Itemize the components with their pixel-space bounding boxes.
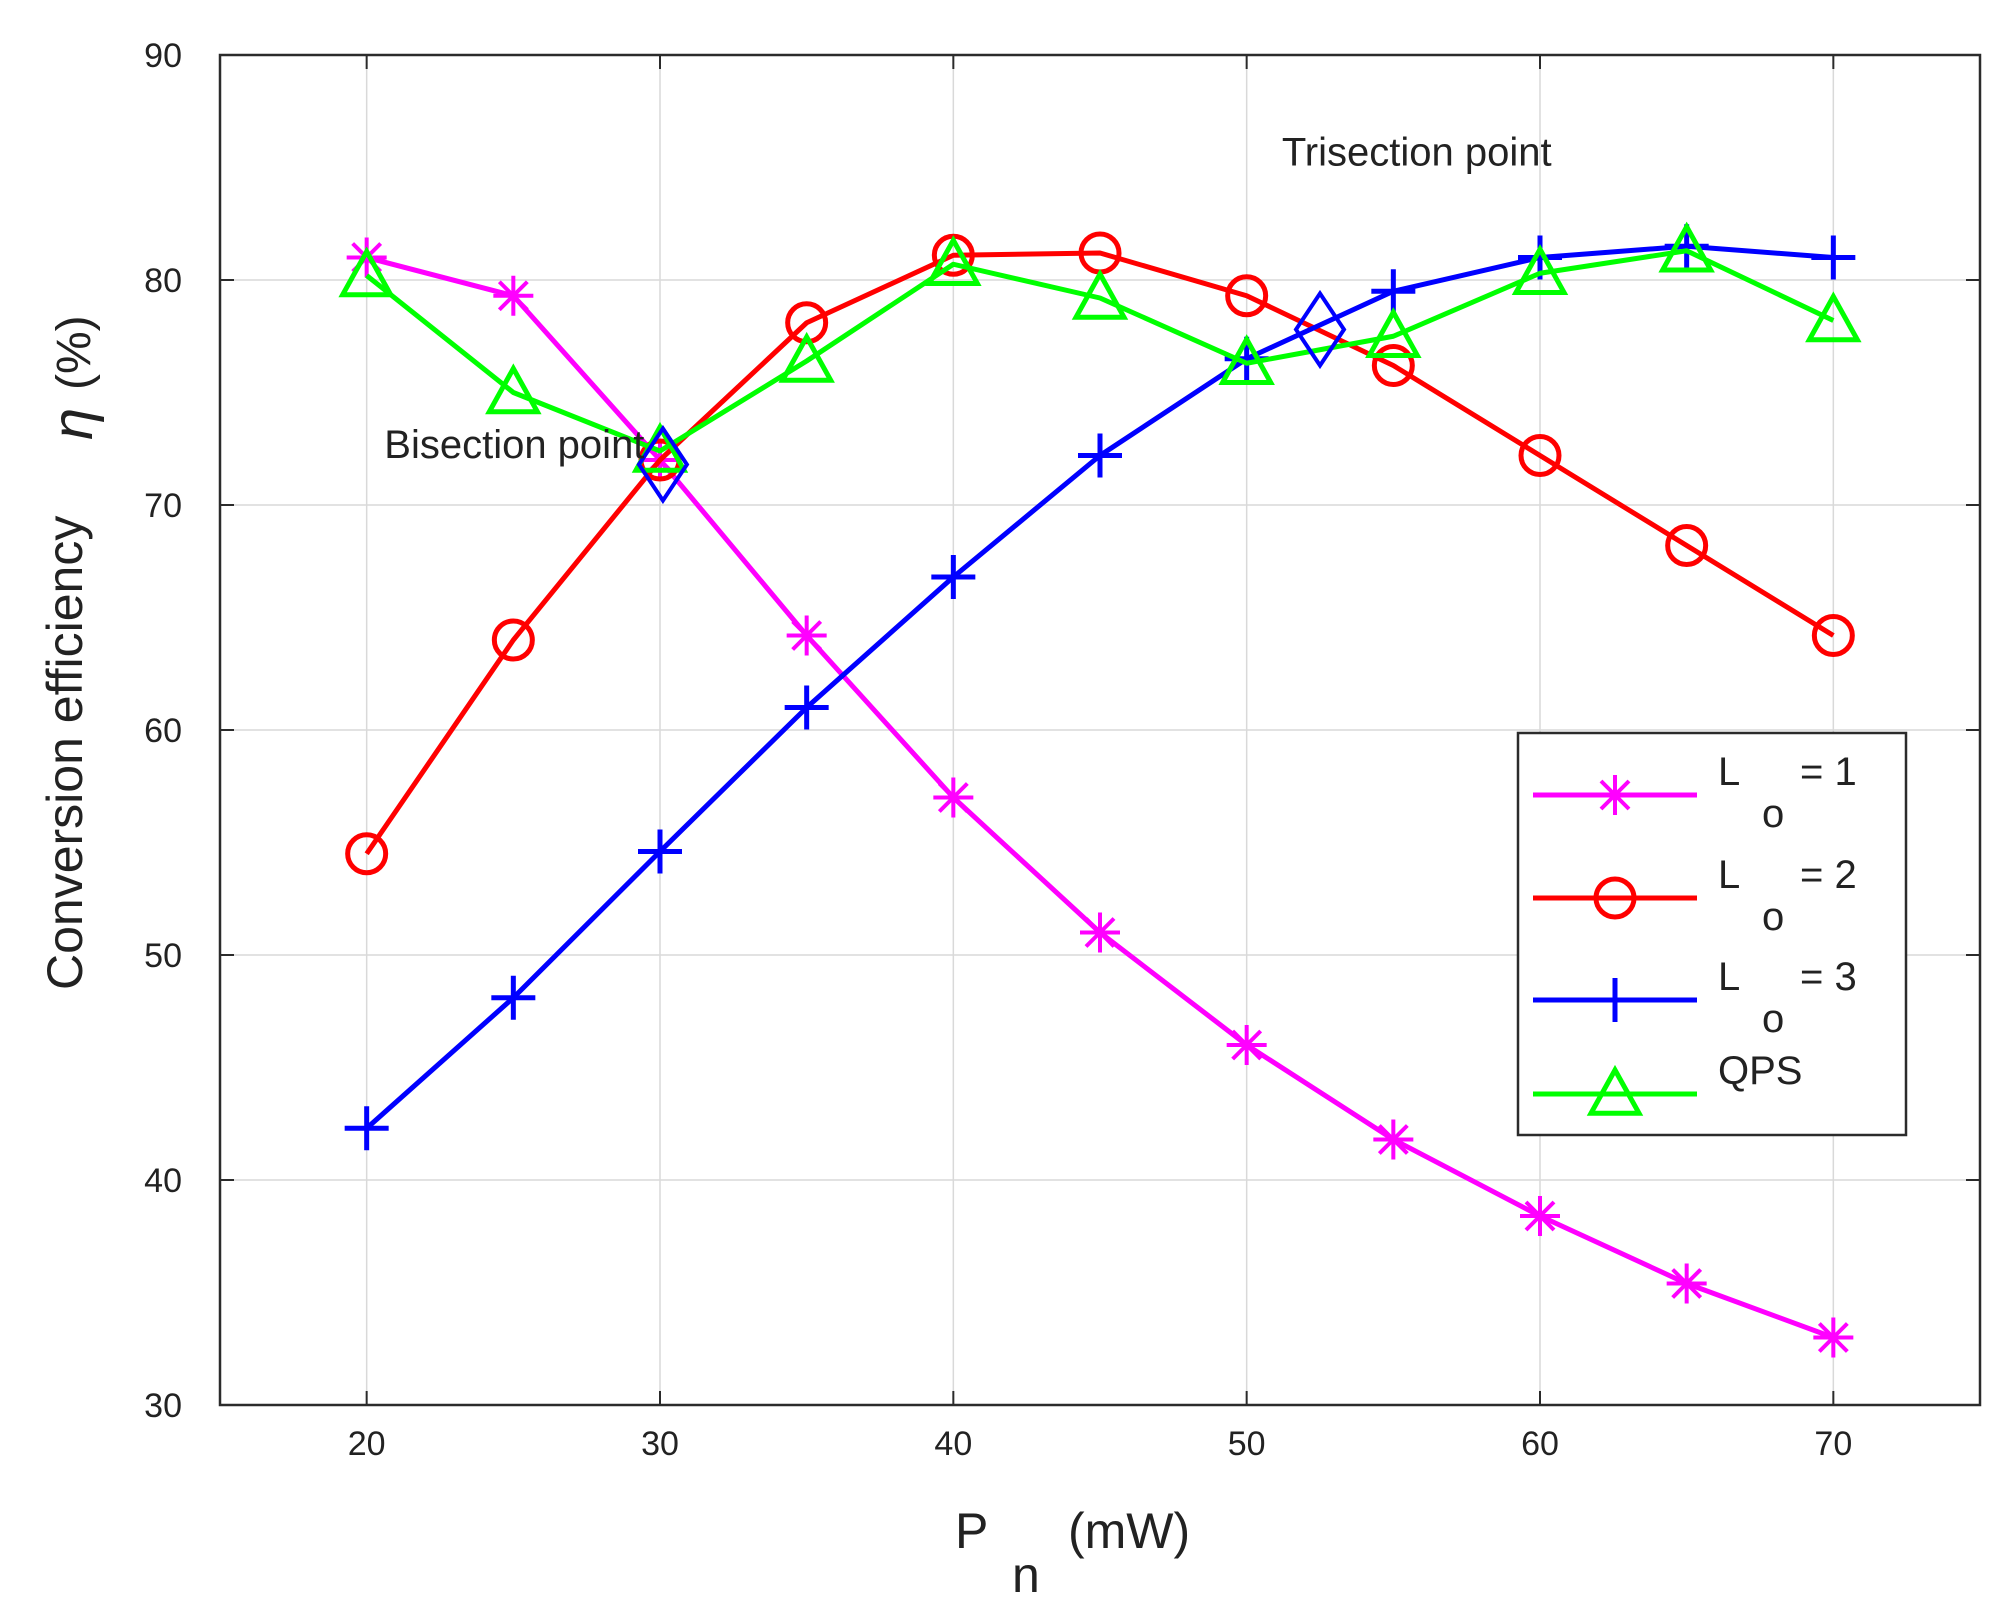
data-point-series-1 [1520,1196,1560,1236]
data-point-series-1 [1373,1119,1414,1160]
data-point-series-3 [1811,235,1856,280]
intersection-marker [636,424,690,505]
legend-label-main: L [1718,853,1740,897]
axes: 20 30 40 50 60 70 30 40 50 60 70 80 90 [144,37,1982,1463]
legend-label-subscript: o [1762,895,1784,939]
data-point-series-2 [1518,434,1562,477]
data-point-series-3 [491,975,536,1020]
legend-label-subscript: o [1762,792,1784,836]
x-axis-title-unit: (mW) [1068,1503,1190,1559]
legend-label-value: = 2 [1800,853,1857,897]
y-tick-label: 70 [144,487,182,525]
legend-label-value: = 3 [1800,955,1857,999]
data-point-series-1 [1226,1025,1267,1065]
data-point-series-4 [1658,221,1715,273]
data-point-series-3 [344,1106,389,1151]
y-axis-symbol-group: η (%) [40,315,105,440]
x-tick-label: 20 [348,1425,386,1463]
data-point-series-4 [485,363,542,415]
x-tick-label: 70 [1814,1425,1852,1463]
data-point-series-1 [493,275,534,316]
data-point-series-4 [925,235,982,286]
data-point-series-4 [1365,307,1422,358]
x-tick-label: 50 [1228,1425,1266,1463]
legend-label-subscript: o [1762,997,1784,1041]
annotations: Bisection point Trisection point [384,130,1551,467]
y-tick-label: 60 [144,712,182,750]
axis-titles: Pn (mW) Conversion efficiency η (%) [37,315,1190,1603]
data-point-series-2 [1225,274,1269,318]
legend-marker-4 [1586,1064,1644,1116]
y-axis-title-name: Conversion efficiency [37,516,93,990]
data-point-series-3 [784,685,829,730]
legend-marker-2 [1593,876,1637,920]
y-tick-label: 40 [144,1162,182,1200]
intersection-marker [1293,289,1347,370]
x-tick-label: 40 [934,1425,972,1463]
legend-box [1516,731,1908,1137]
data-point-series-4 [1071,268,1129,320]
legend-label-value: = 1 [1800,750,1857,794]
y-tick-label: 50 [144,937,182,975]
legend: Lo = 1 Lo = 2 Lo = 3 QPS [1516,731,1908,1137]
data-point-series-1 [1666,1263,1707,1304]
data-point-series-2 [1665,524,1709,567]
data-point-series-1 [1813,1317,1854,1358]
legend-label-main: L [1718,750,1740,794]
data-point-series-2 [1371,344,1415,387]
y-axis-title-symbol: η [40,408,105,440]
y-axis-title-unit: (%) [48,315,101,390]
data-point-series-2 [491,618,535,662]
series-line-2 [364,250,1835,856]
data-point-series-2 [345,832,389,876]
data-point-series-3 [638,829,682,874]
legend-label-main: L [1718,955,1740,999]
x-axis-title-subscript: n [1012,1547,1040,1603]
x-tick-label: 60 [1521,1425,1559,1463]
x-tick-label: 30 [641,1425,679,1463]
data-point-series-4 [1218,334,1275,385]
legend-label-main: QPS [1718,1049,1802,1093]
data-point-series-1 [346,237,387,278]
data-point-series-1 [786,615,827,656]
y-tick-label: 30 [144,1387,182,1425]
y-axis-title-group: Conversion efficiency [37,516,93,990]
y-tick-label: 80 [144,262,182,300]
x-axis-title-main: P [955,1503,988,1559]
data-point-series-4 [1511,244,1569,295]
legend-marker-3 [1593,978,1637,1022]
legend-marker-1 [1595,775,1635,815]
data-point-series-4 [338,246,395,298]
data-point-series-3 [1371,269,1416,314]
plot-series [338,221,1862,1358]
data-point-series-4 [778,331,835,383]
annotation-label: Bisection point [384,423,644,467]
data-point-series-1 [933,777,974,818]
grid [220,54,1980,1406]
data-point-series-4 [1805,291,1862,343]
data-point-series-3 [1078,433,1122,478]
data-point-series-1 [1080,912,1120,953]
y-tick-label: 90 [144,37,182,75]
series-line-4 [365,248,1835,454]
data-point-series-2 [1811,614,1855,657]
data-point-series-3 [931,555,976,599]
annotation-label: Trisection point [1282,130,1552,174]
